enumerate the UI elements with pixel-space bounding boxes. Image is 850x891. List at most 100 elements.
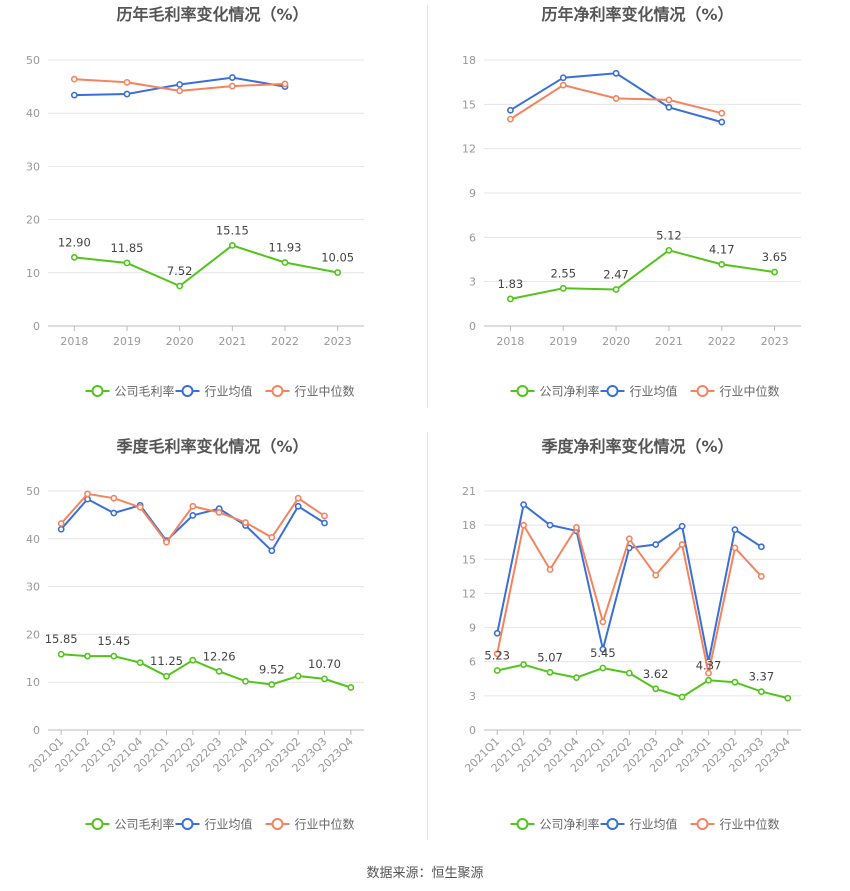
vertical-divider-bottom — [427, 432, 428, 840]
data-label: 10.70 — [308, 657, 341, 671]
data-point — [625, 535, 633, 543]
data-point — [665, 246, 673, 254]
series-line — [61, 653, 352, 689]
data-point — [176, 81, 184, 88]
data-point — [242, 677, 249, 685]
data-point — [520, 501, 528, 509]
data-point — [242, 519, 249, 526]
data-point — [718, 109, 726, 117]
data-point — [757, 688, 765, 696]
data-label: 3.62 — [643, 667, 669, 681]
data-label: 7.52 — [167, 264, 193, 278]
x-tick-label: 2021 — [218, 335, 246, 348]
data-point — [612, 286, 620, 293]
data-source-note: 数据来源：恒生聚源 — [366, 866, 484, 881]
legend-item: 公司毛利率 — [85, 384, 175, 399]
data-point — [665, 96, 673, 104]
data-point — [70, 91, 78, 99]
data-point — [678, 522, 686, 530]
legend-marker — [696, 385, 709, 397]
data-point — [507, 295, 514, 303]
legend-label: 行业中位数 — [720, 817, 780, 832]
y-tick-label: 6 — [469, 231, 476, 244]
legend-marker — [271, 385, 284, 397]
data-point — [268, 533, 276, 541]
x-tick-label: 2019 — [113, 335, 141, 348]
legend-item: 公司毛利率 — [85, 817, 175, 832]
data-point — [678, 693, 686, 701]
y-tick-label: 15 — [462, 98, 476, 111]
legend-marker — [696, 818, 709, 830]
series-line — [510, 249, 775, 300]
vertical-divider-top — [427, 5, 428, 408]
data-point — [731, 544, 739, 552]
y-tick-label: 3 — [469, 690, 476, 703]
data-label: 11.85 — [111, 241, 144, 255]
data-label: 4.37 — [696, 658, 722, 672]
legend-item: 公司净利率 — [510, 817, 600, 832]
y-tick-label: 20 — [26, 214, 40, 227]
data-point — [268, 547, 276, 555]
x-tick-label: 2023 — [324, 335, 352, 348]
data-label: 2.55 — [550, 266, 576, 280]
legend-marker — [606, 818, 619, 830]
data-point — [599, 618, 607, 626]
data-point — [520, 661, 528, 668]
data-point — [546, 668, 554, 676]
legend-item: 行业均值 — [175, 384, 253, 399]
y-tick-label: 20 — [26, 628, 40, 641]
y-tick-label: 6 — [469, 656, 476, 669]
x-tick-label: 2018 — [496, 335, 524, 348]
legend-label: 行业均值 — [630, 384, 678, 399]
chart-title: 历年净利率变化情况（%） — [541, 5, 733, 24]
legend-item: 行业中位数 — [265, 384, 355, 399]
y-tick-label: 0 — [469, 724, 476, 737]
data-point — [281, 259, 289, 266]
data-point — [705, 669, 712, 677]
data-point — [321, 519, 328, 527]
y-tick-label: 3 — [469, 276, 476, 289]
y-tick-label: 30 — [26, 581, 40, 594]
data-label: 5.45 — [590, 646, 616, 660]
data-point — [110, 652, 118, 660]
legend-label: 行业中位数 — [295, 817, 355, 832]
data-point — [189, 656, 197, 664]
data-point — [228, 242, 236, 249]
annual-gross-margin-chart: 历年毛利率变化情况（%） 0 10 20 30 40 50 2018 2019 2020 2021 2… — [26, 5, 364, 399]
data-point — [215, 667, 223, 675]
data-point — [228, 74, 236, 81]
legend-item: 行业中位数 — [690, 384, 780, 399]
y-tick-label: 18 — [462, 54, 476, 67]
y-tick-label: 12 — [462, 143, 476, 156]
data-point — [718, 260, 726, 268]
data-label: 1.83 — [498, 277, 524, 291]
data-label: 5.07 — [537, 650, 563, 664]
data-point — [176, 87, 184, 95]
data-label: 5.23 — [484, 648, 510, 662]
data-point — [136, 503, 144, 511]
data-point — [771, 268, 778, 276]
data-point — [705, 676, 712, 684]
annual-net-margin-chart: 历年净利率变化情况（%） 0 3 6 9 12 15 18 2018 2019 2020 2021 20… — [462, 5, 801, 399]
y-tick-label: 40 — [26, 533, 40, 546]
data-point — [493, 650, 501, 658]
data-point — [110, 509, 118, 517]
data-point — [110, 494, 118, 502]
data-label: 3.65 — [762, 250, 788, 264]
legend-item: 行业均值 — [600, 817, 678, 832]
data-point — [573, 524, 580, 531]
legend-marker — [606, 385, 619, 397]
data-point — [559, 81, 567, 89]
data-label: 11.93 — [269, 241, 302, 255]
data-point — [507, 106, 514, 114]
legend-item: 公司净利率 — [510, 384, 600, 399]
data-point — [176, 282, 184, 290]
data-point — [665, 103, 673, 111]
quarterly-net-margin-chart: 季度净利率变化情况（%）0369121518212021Q12021Q22021… — [462, 437, 801, 832]
data-point — [652, 571, 660, 579]
y-tick-label: 0 — [469, 320, 476, 333]
y-tick-label: 21 — [462, 485, 476, 498]
data-point — [546, 521, 554, 529]
y-tick-label: 40 — [26, 107, 40, 120]
data-point — [321, 512, 328, 520]
